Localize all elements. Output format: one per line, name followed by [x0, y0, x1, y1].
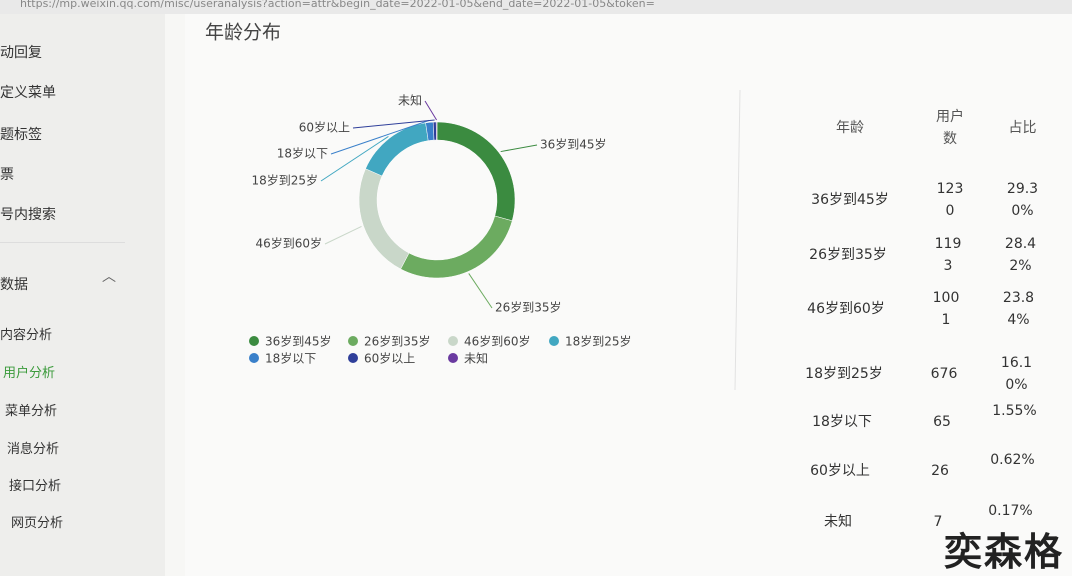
sidebar-item[interactable]: 菜单分析	[5, 404, 58, 419]
separator	[0, 242, 125, 243]
donut-slice	[435, 121, 438, 141]
table-cell: 1193	[934, 236, 962, 274]
watermark: 奕森格	[943, 530, 1064, 574]
sidebar-item[interactable]: 内容分析	[0, 328, 53, 343]
sidebar: 动回复定义菜单题标签票号内搜索数据内容分析用户分析菜单分析消息分析接口分析网页分…	[0, 14, 165, 576]
sidebar-item[interactable]: 数据	[0, 277, 28, 293]
sidebar-item[interactable]: 动回复	[0, 45, 42, 61]
table-cell: 未知	[824, 514, 852, 530]
table-header: 占比	[1008, 120, 1037, 136]
legend-label: 60岁以上	[364, 351, 415, 366]
leader-line	[320, 136, 389, 182]
collapse-arrow[interactable]: ︿	[102, 269, 116, 285]
legend-label: 26岁到35岁	[364, 334, 431, 349]
table-cell: 7	[933, 514, 943, 530]
leader-line	[352, 119, 435, 129]
donut-slice	[365, 122, 429, 177]
slice-label: 18岁到25岁	[251, 173, 318, 188]
slice-label: 18岁以下	[277, 146, 328, 161]
leader-line	[424, 100, 438, 121]
slice-label: 未知	[398, 94, 422, 108]
chart-title: 年龄分布	[205, 22, 281, 44]
table-cell: 1230	[936, 181, 964, 219]
table-cell: 18岁到25岁	[805, 366, 883, 382]
sidebar-item[interactable]: 号内搜索	[0, 207, 56, 223]
table-header: 用户数	[936, 109, 964, 147]
slice-label: 26岁到35岁	[495, 300, 562, 315]
table-header: 年龄	[836, 120, 864, 136]
divider	[734, 89, 741, 391]
legend-swatch	[348, 336, 358, 346]
sidebar-item[interactable]: 题标签	[0, 127, 42, 143]
table-cell: 28.42%	[1004, 236, 1037, 274]
table-cell: 1001	[932, 290, 960, 328]
sidebar-item[interactable]: 消息分析	[7, 442, 60, 457]
sidebar-item[interactable]: 网页分析	[11, 516, 64, 531]
table-cell: 29.30%	[1006, 181, 1039, 219]
main-panel	[185, 14, 1072, 576]
table-cell: 46岁到60岁	[807, 301, 885, 317]
legend-swatch	[448, 336, 458, 346]
legend-label: 未知	[464, 352, 488, 366]
leader-line	[324, 225, 362, 245]
donut-slice	[436, 121, 516, 222]
donut-slice	[358, 168, 410, 270]
table-cell: 18岁以下	[812, 414, 872, 430]
table-cell: 0.17%	[988, 503, 1033, 519]
sidebar-item[interactable]: 用户分析	[3, 366, 56, 381]
legend-label: 18岁以下	[265, 351, 316, 366]
sidebar-item[interactable]: 定义菜单	[0, 85, 56, 101]
legend-swatch	[249, 353, 259, 363]
table-cell: 60岁以上	[810, 463, 870, 479]
leader-line	[500, 144, 538, 153]
slice-label: 36岁到45岁	[540, 137, 607, 152]
table-cell: 26岁到35岁	[809, 247, 887, 263]
table-cell: 0.62%	[990, 452, 1035, 468]
table-cell: 23.84%	[1002, 290, 1035, 328]
donut-slice	[400, 215, 513, 279]
address-bar[interactable]: https://mp.weixin.qq.com/misc/useranalys…	[0, 0, 1072, 14]
slice-label: 46岁到60岁	[255, 236, 322, 251]
table-cell: 676	[930, 366, 958, 382]
legend-swatch	[448, 353, 458, 363]
sidebar-item[interactable]: 接口分析	[9, 479, 62, 494]
table-cell: 26	[931, 463, 949, 479]
table-cell: 36岁到45岁	[811, 192, 889, 208]
legend-swatch	[348, 353, 358, 363]
legend-label: 36岁到45岁	[265, 334, 332, 349]
legend-swatch	[549, 336, 559, 346]
table-cell: 65	[933, 414, 951, 430]
legend-label: 46岁到60岁	[464, 334, 531, 349]
sidebar-item[interactable]: 票	[0, 167, 14, 183]
table-cell: 16.10%	[1000, 355, 1033, 393]
leader-line	[330, 119, 430, 155]
legend-swatch	[249, 336, 259, 346]
slice-label: 60岁以上	[299, 120, 350, 135]
table-cell: 1.55%	[992, 403, 1037, 419]
legend-label: 18岁到25岁	[565, 334, 632, 349]
leader-line	[468, 273, 493, 309]
